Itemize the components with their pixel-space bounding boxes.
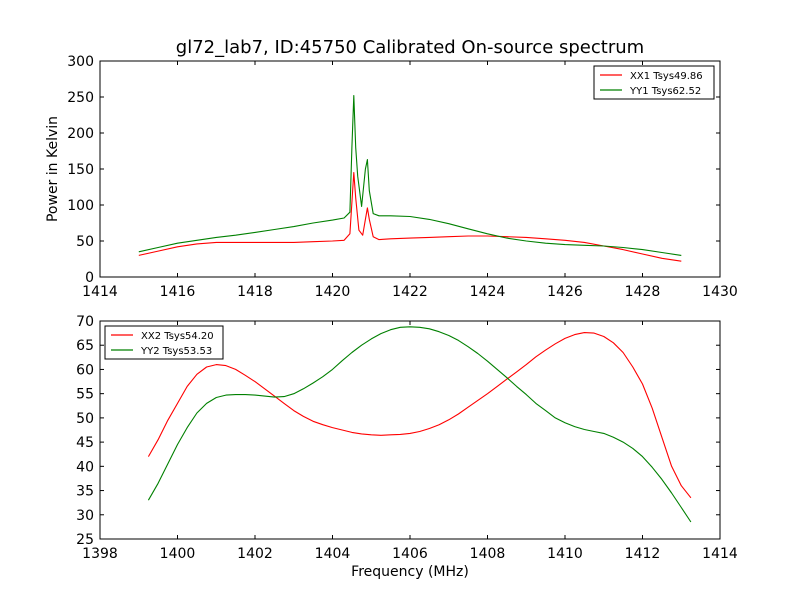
y-tick-label: 50	[76, 411, 94, 427]
y-tick-label: 70	[76, 314, 94, 330]
x-tick-label: 1406	[392, 546, 428, 562]
series-lines	[147, 326, 692, 523]
legend-label: XX2 Tsys54.20	[141, 331, 214, 342]
legend: XX2 Tsys54.20 YY2 Tsys53.53	[104, 325, 224, 360]
y-tick-label: 150	[67, 162, 94, 178]
y-tick-label: 55	[76, 387, 94, 403]
legend: XX1 Tsys49.86 YY1 Tsys62.52	[593, 65, 715, 100]
x-axis-label: Frequency (MHz)	[351, 564, 469, 580]
bottom-plot: 1398 1400 1402 1404 1406 1408 1410 1412 1414 25 30…	[76, 314, 738, 580]
y-tick-label: 200	[67, 126, 94, 142]
y-tick-label: 25	[76, 532, 94, 548]
series-line-green	[138, 95, 682, 256]
x-tick-label: 1430	[702, 284, 738, 300]
top-plot: 1414 1416 1418 1420 1422 1424 1426 1428 1430 0 50 1…	[45, 54, 738, 300]
x-tick-label: 1398	[82, 546, 118, 562]
series-line-red	[138, 172, 682, 262]
x-tick-label: 1410	[547, 546, 583, 562]
x-tick-label: 1402	[237, 546, 273, 562]
legend-label: YY1 Tsys62.52	[629, 86, 701, 97]
x-tick-label: 1408	[470, 546, 506, 562]
y-tick-label: 65	[76, 338, 94, 354]
legend-box	[593, 65, 715, 100]
y-axis-label: Power in Kelvin	[45, 116, 61, 222]
x-tick-label: 1400	[160, 546, 196, 562]
series-line-red	[147, 332, 692, 499]
series-line-green	[147, 326, 692, 523]
y-tick-label: 100	[67, 198, 94, 214]
legend-label: YY2 Tsys53.53	[140, 346, 212, 357]
x-tick-label: 1422	[392, 284, 428, 300]
legend-label: XX1 Tsys49.86	[630, 71, 703, 82]
y-tick-label: 30	[76, 508, 94, 524]
y-tick-label: 40	[76, 459, 94, 475]
x-tick-label: 1424	[470, 284, 506, 300]
x-tick-label: 1428	[625, 284, 661, 300]
x-tick-label: 1426	[547, 284, 583, 300]
x-tick-label: 1414	[702, 546, 738, 562]
chart-title: gl72_lab7, ID:45750 Calibrated On-source…	[176, 37, 644, 58]
y-tick-label: 50	[76, 234, 94, 250]
y-tick-label: 300	[67, 54, 94, 70]
x-tick-label: 1420	[315, 284, 351, 300]
x-tick-label: 1414	[82, 284, 118, 300]
series-lines	[138, 95, 682, 262]
y-tick-label: 35	[76, 484, 94, 500]
y-tick-label: 250	[67, 90, 94, 106]
y-tick-label: 0	[85, 270, 94, 286]
x-tick-label: 1412	[625, 546, 661, 562]
x-tick-label: 1416	[160, 284, 196, 300]
y-tick-label: 45	[76, 435, 94, 451]
x-tick-label: 1418	[237, 284, 273, 300]
x-tick-label: 1404	[315, 546, 351, 562]
y-tick-label: 60	[76, 362, 94, 378]
legend-box	[104, 325, 224, 360]
